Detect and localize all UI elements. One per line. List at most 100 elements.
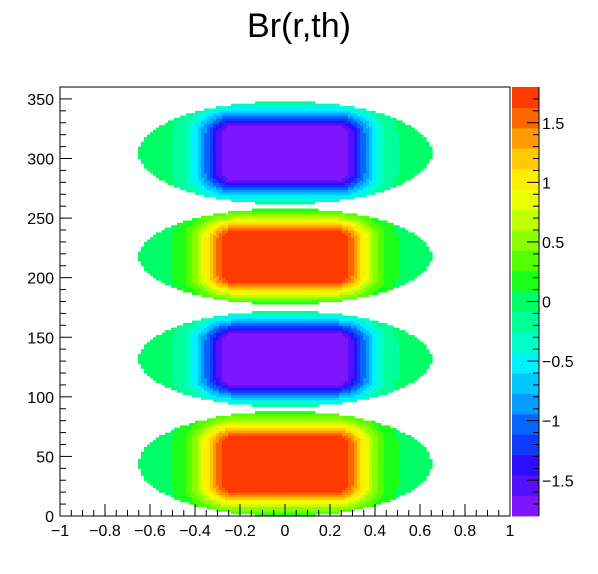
- heatmap-cell: [399, 358, 433, 362]
- heatmap-cell: [384, 132, 400, 136]
- heatmap-cell: [372, 184, 382, 188]
- heatmap-cell: [366, 272, 370, 276]
- heatmap-cell: [378, 141, 385, 145]
- heatmap-cell: [369, 282, 376, 286]
- heatmap-cell: [378, 489, 385, 493]
- heatmap-cell: [213, 263, 217, 267]
- heatmap-cell: [384, 165, 400, 169]
- heatmap-cell: [360, 504, 373, 508]
- heatmap-cell: [186, 463, 193, 467]
- heatmap-cell: [360, 361, 367, 365]
- heatmap-cell: [231, 392, 340, 396]
- heatmap-cell: [141, 365, 172, 369]
- heatmap-cell: [363, 332, 367, 336]
- heatmap-cell: [369, 499, 379, 503]
- heatmap-cell: [213, 256, 217, 260]
- heatmap-cell: [342, 222, 352, 226]
- heatmap-cell: [201, 160, 205, 164]
- heatmap-cell: [351, 122, 358, 126]
- heatmap-cell: [222, 439, 349, 443]
- heatmap-cell: [171, 270, 187, 274]
- heatmap-cell: [225, 315, 346, 319]
- heatmap-cell: [348, 361, 355, 365]
- heatmap-cell: [348, 358, 355, 362]
- heatmap-cell: [192, 115, 202, 119]
- heatmap-cell: [216, 148, 223, 152]
- heatmap-cell: [372, 337, 379, 341]
- heatmap-cell: [198, 437, 202, 441]
- heatmap-cell: [369, 449, 373, 453]
- heatmap-cell: [198, 170, 202, 174]
- heatmap-cell: [384, 258, 400, 262]
- heatmap-cell: [198, 134, 202, 138]
- heatmap-cell: [366, 258, 370, 262]
- heatmap-cell: [210, 384, 217, 388]
- heatmap-cell: [375, 430, 382, 434]
- heatmap-cell: [141, 363, 172, 367]
- heatmap-cell: [366, 148, 370, 152]
- heatmap-cell: [375, 282, 385, 286]
- heatmap-cell: [351, 430, 358, 434]
- heatmap-cell: [348, 237, 355, 241]
- heatmap-cell: [231, 396, 340, 400]
- color-scale-swatch: [512, 495, 539, 517]
- heatmap-cell: [360, 384, 364, 388]
- heatmap-cell: [354, 468, 358, 472]
- heatmap-cell: [138, 256, 172, 260]
- heatmap-cell: [216, 237, 223, 241]
- heatmap-cell: [357, 284, 361, 288]
- heatmap-cell: [207, 380, 211, 384]
- heatmap-cell: [369, 363, 373, 367]
- heatmap-cell: [219, 325, 229, 329]
- heatmap-cell: [138, 458, 172, 462]
- heatmap-cell: [369, 251, 373, 255]
- heatmap-cell: [378, 158, 385, 162]
- heatmap-cell: [162, 332, 175, 336]
- heatmap-cell: [399, 454, 430, 458]
- heatmap-cell: [372, 246, 379, 250]
- heatmap-cell: [384, 230, 397, 233]
- heatmap-cell: [150, 170, 172, 174]
- heatmap-cell: [378, 451, 385, 455]
- heatmap-cell: [213, 170, 217, 174]
- heatmap-cell: [213, 387, 220, 391]
- heatmap-cell: [204, 370, 211, 374]
- heatmap-cell: [216, 151, 223, 155]
- heatmap-cell: [378, 344, 385, 348]
- heatmap-cell: [201, 156, 205, 160]
- heatmap-cell: [192, 375, 199, 379]
- heatmap-cell: [375, 227, 385, 231]
- heatmap-cell: [345, 334, 352, 338]
- heatmap-cell: [201, 168, 205, 172]
- color-scale-swatch: [512, 148, 539, 170]
- heatmap-cell: [171, 485, 187, 488]
- heatmap-cell: [342, 177, 349, 181]
- heatmap-cell: [357, 473, 361, 477]
- heatmap-cell: [360, 241, 367, 245]
- heatmap-cell: [354, 320, 364, 324]
- heatmap-cell: [198, 256, 202, 260]
- heatmap-cell: [231, 318, 340, 322]
- heatmap-cell: [183, 220, 196, 224]
- heatmap-cell: [354, 446, 358, 450]
- heatmap-cell: [366, 289, 376, 293]
- heatmap-cell: [213, 480, 217, 484]
- heatmap-cell: [366, 370, 370, 374]
- heatmap-cell: [192, 437, 199, 441]
- heatmap-cell: [222, 115, 349, 119]
- heatmap-cell: [384, 122, 397, 126]
- heatmap-cell: [366, 134, 370, 138]
- heatmap-cell: [360, 184, 367, 188]
- heatmap-cell: [213, 280, 217, 284]
- heatmap-cell: [201, 277, 208, 281]
- heatmap-cell: [186, 144, 193, 148]
- heatmap-cell: [399, 344, 427, 348]
- heatmap-cell: [360, 141, 367, 145]
- heatmap-cell: [192, 163, 199, 167]
- heatmap-cell: [348, 139, 355, 143]
- heatmap-cell: [216, 232, 220, 236]
- heatmap-cell: [372, 256, 379, 260]
- heatmap-cell: [345, 496, 355, 500]
- heatmap-cell: [144, 244, 172, 248]
- heatmap-cell: [216, 342, 223, 345]
